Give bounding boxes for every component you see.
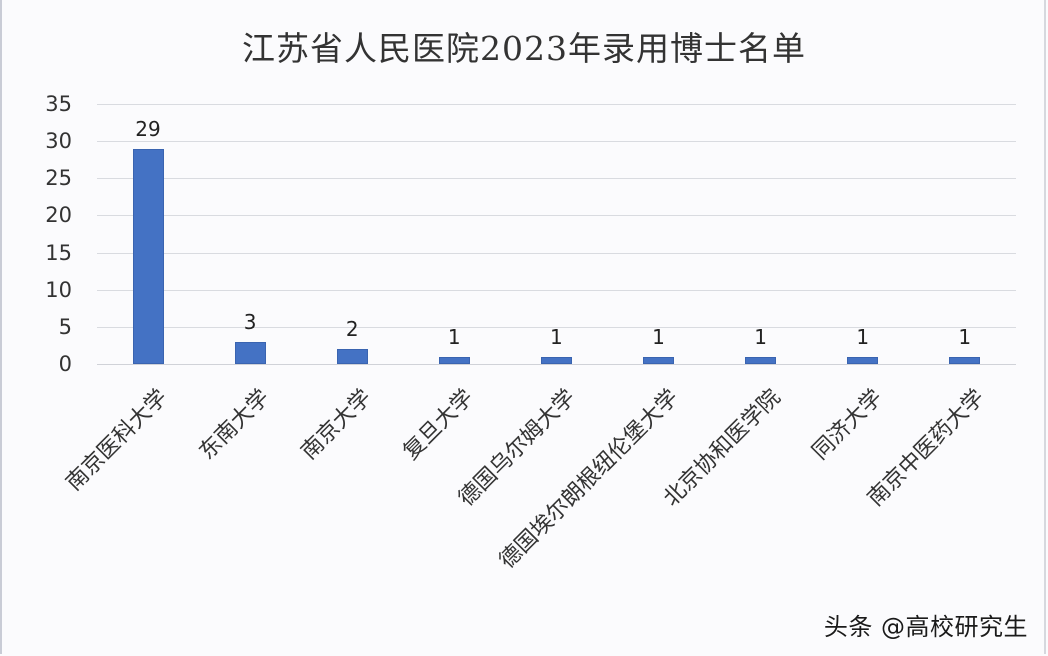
bar: [847, 356, 879, 364]
y-tick-label: 35: [45, 92, 72, 116]
bar: [949, 356, 981, 364]
y-tick-label: 15: [45, 241, 72, 265]
data-label: 1: [447, 324, 461, 349]
y-tick-label: 10: [45, 278, 72, 302]
gridline: [97, 327, 1016, 328]
data-label: 1: [958, 324, 972, 349]
data-label: 3: [243, 309, 257, 334]
y-tick-label: 25: [45, 166, 72, 190]
data-label: 1: [754, 324, 767, 349]
gridline: [97, 178, 1016, 179]
bar: [336, 349, 368, 364]
gridline: [97, 141, 1016, 142]
bar: [540, 356, 572, 364]
bar: [745, 356, 777, 364]
gridline: [97, 215, 1016, 216]
x-axis-line: [97, 364, 1016, 365]
gridline: [97, 104, 1016, 105]
y-tick-label: 20: [45, 203, 72, 227]
bar: [234, 341, 266, 364]
data-label: 2: [345, 317, 359, 342]
data-label: 1: [550, 324, 563, 349]
bar: [643, 356, 674, 364]
y-tick-label: 5: [58, 315, 72, 339]
bar: [132, 148, 164, 364]
gridline: [97, 253, 1016, 254]
y-tick-label: 0: [58, 352, 72, 376]
data-label: 1: [652, 324, 665, 349]
bar: [438, 356, 470, 364]
watermark: 头条 @高校研究生: [823, 613, 1028, 641]
gridline: [97, 290, 1016, 291]
chart-title: 江苏省人民医院2023年录用博士名单: [242, 29, 806, 68]
data-label: 1: [856, 324, 870, 349]
y-tick-label: 30: [45, 129, 72, 153]
data-label: 29: [135, 116, 161, 141]
